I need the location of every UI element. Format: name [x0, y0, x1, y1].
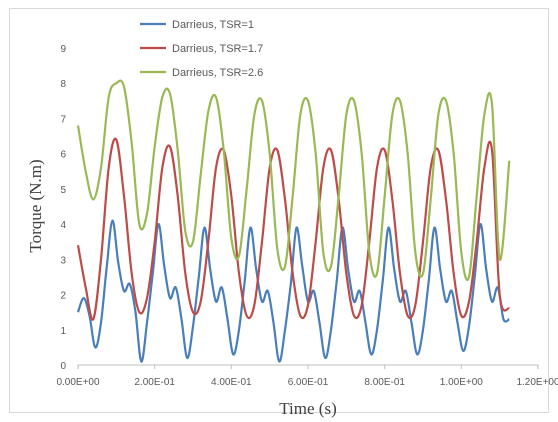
- y-tick-label: 4: [60, 220, 66, 231]
- legend-label: Darrieus, TSR=1: [172, 19, 254, 31]
- x-tick-label: 1.00E+00: [440, 377, 484, 388]
- y-tick-label: 6: [60, 150, 66, 161]
- y-tick-label: 2: [60, 291, 66, 302]
- x-tick-label: 8.00E-01: [364, 377, 405, 388]
- y-axis-title: Torque (N.m): [26, 159, 45, 252]
- chart-legend: Darrieus, TSR=1 Darrieus, TSR=1.7 Darrieus…: [140, 19, 263, 79]
- y-tick-label: 3: [60, 255, 66, 266]
- y-tick-label: 8: [60, 79, 66, 90]
- x-tick-label: 6.00E-01: [288, 377, 329, 388]
- legend-label: Darrieus, TSR=1.7: [172, 43, 263, 55]
- x-tick-label: 0.00E+00: [56, 377, 100, 388]
- legend-label: Darrieus, TSR=2.6: [172, 67, 263, 79]
- y-tick-label: 7: [60, 114, 66, 125]
- chart-axes: 0 1 2 3 4 5 6 7 8 9 0.00E+00 2.00E-01 4.00E-01 6.00E-…: [56, 44, 558, 388]
- y-tick-label: 9: [60, 44, 66, 55]
- x-tick-label: 2.00E-01: [134, 377, 175, 388]
- series-lines: [76, 79, 511, 363]
- x-tick-label: 4.00E-01: [211, 377, 252, 388]
- y-tick-label: 1: [60, 326, 66, 337]
- series-line: [76, 79, 511, 282]
- series-line: [76, 137, 511, 321]
- x-axis-title: Time (s): [279, 399, 336, 418]
- y-tick-label: 5: [60, 185, 66, 196]
- y-tick-label: 0: [60, 361, 66, 372]
- series-line: [76, 219, 510, 363]
- x-tick-label: 1.20E+00: [516, 377, 558, 388]
